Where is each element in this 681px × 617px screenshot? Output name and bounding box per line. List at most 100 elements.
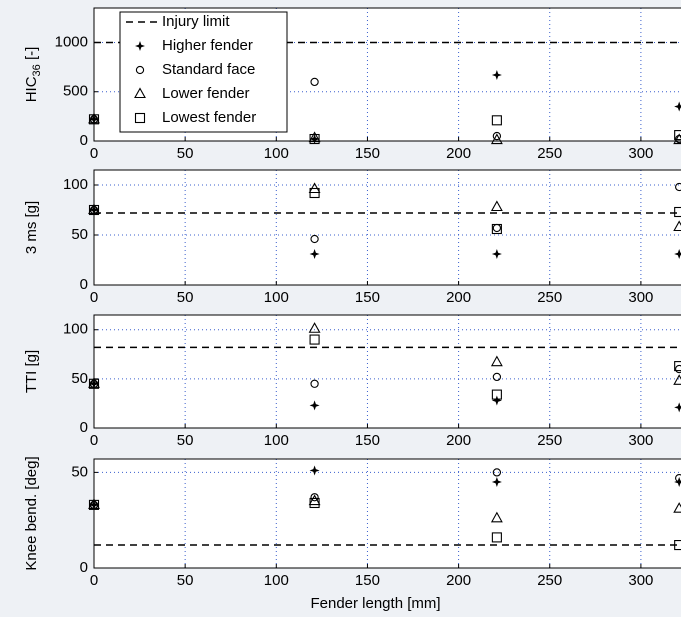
y-tick-label: 0 xyxy=(80,132,88,149)
x-tick-label: 0 xyxy=(90,289,98,306)
marker xyxy=(491,395,502,406)
x-tick-label: 100 xyxy=(264,572,289,589)
legend-label: Injury limit xyxy=(162,13,230,30)
x-tick-label: 50 xyxy=(177,289,194,306)
marker xyxy=(310,77,319,87)
legend-label: Higher fender xyxy=(162,37,253,54)
marker xyxy=(308,131,321,143)
marker xyxy=(309,334,320,345)
marker xyxy=(674,402,681,413)
axes-frame xyxy=(93,169,681,286)
marker xyxy=(674,206,681,218)
marker xyxy=(490,355,503,367)
marker xyxy=(674,101,681,112)
marker xyxy=(490,133,503,145)
axes-frame xyxy=(93,314,681,429)
x-tick-label: 300 xyxy=(628,432,653,449)
y-axis-label: 3 ms [g] xyxy=(23,201,40,254)
y-tick-label: 50 xyxy=(71,226,88,243)
marker xyxy=(89,205,99,215)
axes-frame xyxy=(93,7,681,142)
marker xyxy=(491,223,502,235)
x-tick-label: 250 xyxy=(537,572,562,589)
plot-area xyxy=(94,315,681,428)
y-axis-label: Knee bend. [deg] xyxy=(23,456,40,570)
y-axis-label: HIC36 [-] xyxy=(23,47,43,103)
legend-label: Standard face xyxy=(162,61,255,78)
y-tick-label: 0 xyxy=(80,276,88,293)
marker xyxy=(491,389,502,400)
marker xyxy=(673,502,681,513)
x-tick-label: 0 xyxy=(90,145,98,162)
marker xyxy=(88,498,100,509)
legend-marker xyxy=(135,65,145,75)
x-tick-label: 250 xyxy=(537,289,562,306)
marker xyxy=(673,133,681,145)
x-tick-label: 100 xyxy=(264,432,289,449)
marker xyxy=(490,200,503,212)
x-tick-label: 200 xyxy=(446,145,471,162)
marker xyxy=(309,249,320,259)
marker xyxy=(673,220,681,232)
y-tick-label: 1000 xyxy=(55,33,88,50)
y-tick-label: 0 xyxy=(80,559,88,576)
marker xyxy=(492,372,502,382)
x-tick-label: 0 xyxy=(90,572,98,589)
marker xyxy=(308,494,321,506)
legend-label: Lowest fender xyxy=(162,109,256,126)
y-axis-label-text: 3 ms [g] xyxy=(23,201,40,254)
marker xyxy=(491,476,502,487)
marker xyxy=(675,364,681,374)
x-tick-label: 100 xyxy=(264,289,289,306)
y-tick-label: 500 xyxy=(63,83,88,100)
y-axis-label-subscript: 36 xyxy=(31,64,43,76)
x-tick-label: 150 xyxy=(355,289,380,306)
y-tick-label: 50 xyxy=(71,370,88,387)
marker xyxy=(674,130,681,141)
y-tick-label: 100 xyxy=(63,321,88,338)
marker xyxy=(310,379,319,388)
marker xyxy=(491,115,502,126)
x-tick-label: 50 xyxy=(177,572,194,589)
plot-area xyxy=(94,459,681,568)
marker xyxy=(675,473,681,483)
marker xyxy=(310,493,319,502)
marker xyxy=(309,465,320,476)
marker xyxy=(491,69,502,80)
x-tick-label: 50 xyxy=(177,432,194,449)
marker xyxy=(309,400,320,411)
x-axis-label: Fender length [mm] xyxy=(310,595,440,612)
x-tick-label: 200 xyxy=(446,572,471,589)
x-tick-label: 300 xyxy=(628,145,653,162)
marker xyxy=(88,112,100,124)
legend-marker xyxy=(134,112,146,124)
marker xyxy=(490,511,503,523)
x-tick-label: 100 xyxy=(264,145,289,162)
x-tick-label: 200 xyxy=(446,289,471,306)
marker xyxy=(492,131,502,141)
marker xyxy=(491,532,502,543)
marker xyxy=(492,468,502,477)
y-tick-label: 0 xyxy=(80,419,88,436)
marker xyxy=(88,204,100,216)
axes-frame xyxy=(93,458,681,569)
marker xyxy=(88,114,100,125)
legend-box xyxy=(119,11,288,133)
y-tick-label: 100 xyxy=(63,176,88,193)
marker xyxy=(309,497,320,509)
marker xyxy=(88,378,100,389)
marker xyxy=(491,249,502,259)
x-tick-label: 150 xyxy=(355,432,380,449)
marker xyxy=(673,374,681,385)
x-tick-label: 300 xyxy=(628,289,653,306)
marker xyxy=(309,133,320,145)
marker xyxy=(309,134,320,145)
marker xyxy=(674,540,681,551)
marker xyxy=(89,499,99,510)
x-tick-label: 150 xyxy=(355,145,380,162)
marker xyxy=(89,378,99,389)
marker xyxy=(309,187,320,199)
marker xyxy=(310,234,319,244)
